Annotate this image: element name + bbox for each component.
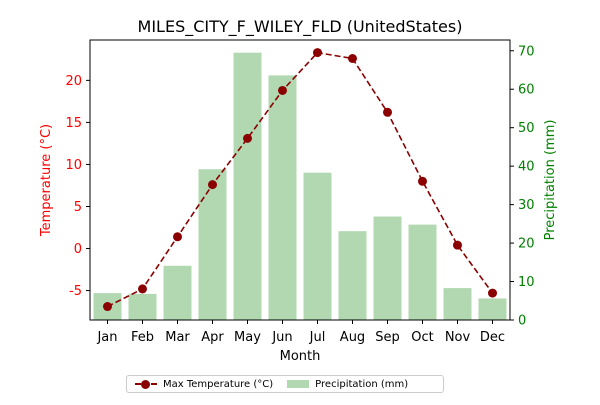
right-y-tick-label: 40 bbox=[518, 160, 535, 175]
precipitation-bar-feb bbox=[128, 293, 157, 320]
chart-legend: Max Temperature (°C) Precipitation (mm) bbox=[126, 375, 444, 393]
x-tick-label: Feb bbox=[131, 330, 154, 345]
temperature-line bbox=[107, 51, 494, 308]
right-y-tick-label: 50 bbox=[518, 121, 535, 136]
right-y-tick-label: 0 bbox=[518, 314, 526, 329]
legend-bar-swatch-icon bbox=[287, 380, 310, 388]
x-tick-label: Dec bbox=[480, 330, 505, 345]
precipitation-bar-jul bbox=[303, 172, 332, 320]
precipitation-bar-aug bbox=[338, 231, 367, 320]
temperature-point-nov bbox=[453, 240, 462, 250]
precipitation-bar-may bbox=[233, 52, 262, 320]
x-tick-label: Oct bbox=[411, 330, 433, 345]
x-tick-label: Nov bbox=[445, 330, 471, 345]
precipitation-bar-jun bbox=[268, 75, 297, 320]
precipitation-bar-sep bbox=[373, 216, 402, 320]
temperature-point-apr bbox=[208, 180, 217, 190]
precipitation-bar-apr bbox=[198, 169, 227, 320]
temperature-point-dec bbox=[488, 288, 497, 298]
legend-label-precipitation: Precipitation (mm) bbox=[315, 378, 409, 390]
temperature-point-jul bbox=[313, 48, 322, 58]
left-y-tick-label: 20 bbox=[65, 74, 82, 89]
right-y-tick-label: 10 bbox=[518, 275, 535, 290]
x-tick-label: Jul bbox=[309, 330, 326, 345]
right-axis-label: Precipitation (mm) bbox=[543, 120, 558, 241]
temperature-point-jun bbox=[278, 85, 287, 95]
x-tick-label: Jun bbox=[271, 330, 292, 345]
precipitation-bar-nov bbox=[443, 288, 472, 320]
temperature-point-jan bbox=[103, 302, 112, 312]
x-tick-label: Mar bbox=[165, 330, 190, 345]
precipitation-bar-oct bbox=[408, 224, 437, 320]
left-y-tick-label: 5 bbox=[74, 200, 82, 215]
chart-title: MILES_CITY_F_WILEY_FLD (UnitedStates) bbox=[138, 17, 463, 37]
precipitation-bars bbox=[93, 52, 507, 320]
right-y-tick-label: 30 bbox=[518, 198, 535, 213]
x-tick-label: May bbox=[234, 330, 261, 345]
precipitation-bar-dec bbox=[478, 298, 507, 320]
right-y-tick-label: 70 bbox=[518, 44, 535, 59]
temperature-line-layer bbox=[103, 48, 497, 312]
left-y-tick-label: 15 bbox=[65, 116, 82, 131]
temperature-point-mar bbox=[173, 232, 182, 242]
right-y-tick-label: 20 bbox=[518, 237, 535, 252]
left-y-tick-label: 10 bbox=[65, 158, 82, 173]
temperature-point-may bbox=[243, 133, 252, 143]
legend-item-temperature: Max Temperature (°C) bbox=[135, 379, 273, 390]
x-tick-label: Apr bbox=[201, 330, 224, 345]
x-tick-label: Jan bbox=[96, 330, 117, 345]
x-tick-label: Aug bbox=[340, 330, 365, 345]
legend-item-precipitation: Precipitation (mm) bbox=[287, 379, 408, 390]
temperature-point-feb bbox=[138, 284, 147, 294]
plot-frame bbox=[89, 39, 511, 321]
right-y-tick-label: 60 bbox=[518, 83, 535, 98]
left-y-tick-label: 0 bbox=[74, 242, 82, 257]
legend-line-marker-icon bbox=[135, 379, 157, 389]
temperature-point-oct bbox=[418, 176, 427, 186]
legend-label-temperature: Max Temperature (°C) bbox=[163, 378, 274, 390]
x-tick-label: Sep bbox=[375, 330, 400, 345]
temperature-point-aug bbox=[348, 54, 357, 63]
x-axis-label: Month bbox=[280, 349, 321, 364]
axes-layer: Jan Feb Mar Apr May Jun Jul Aug Sep Oct Nov Dec -5 0 5… bbox=[65, 44, 534, 345]
left-axis-label: Temperature (°C) bbox=[39, 124, 54, 237]
precipitation-bar-mar bbox=[163, 265, 192, 320]
left-y-tick-label: -5 bbox=[69, 284, 82, 299]
temperature-point-sep bbox=[383, 107, 392, 117]
